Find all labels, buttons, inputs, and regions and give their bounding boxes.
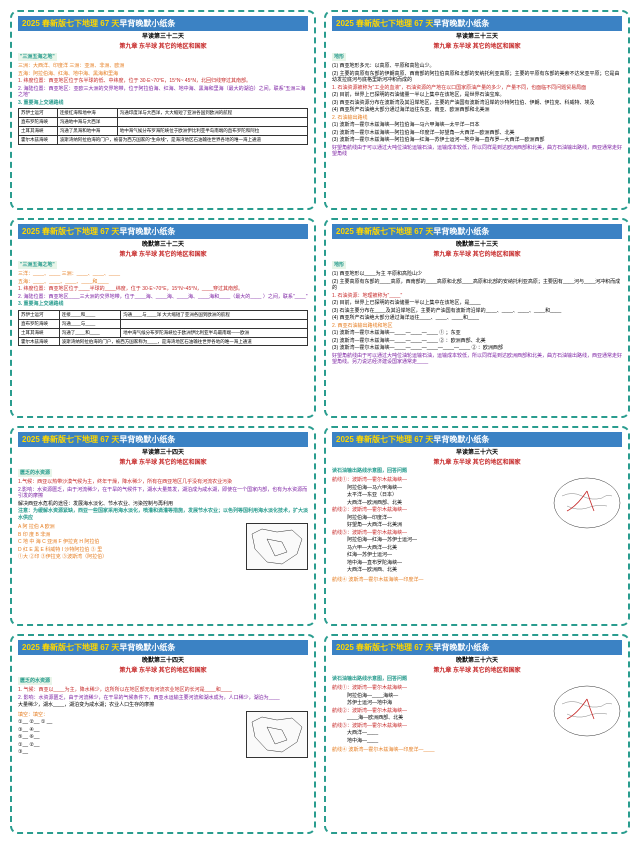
chapter-label: 第九章 东半球 其它的地区和国家 (18, 459, 308, 467)
card-title: 2025 春新版七下地理 67 天早背晚默小纸条 (18, 224, 308, 239)
card-title: 2025 春新版七下地理 67 天早背晚默小纸条 (18, 432, 308, 447)
card-day36-evening: 2025 春新版七下地理 67 天早背晚默小纸条 晚默第三十六天 第九章 东半球… (324, 634, 630, 834)
cards-grid: 2025 春新版七下地理 67 天早背晚默小纸条 早读第三十二天 第九章 东半球… (10, 10, 630, 834)
card-day34-evening: 2025 春新版七下地理 67 天早背晚默小纸条 晚默第三十四天 第九章 东半球… (10, 634, 316, 834)
card-body: "三洲五海之地" 三洋：____、____ 三洲：____、____、____ … (18, 260, 308, 346)
chapter-label: 第九章 东半球 其它的地区和国家 (332, 43, 622, 51)
card-body: 匮乏的水资源 1. 气候：西亚以____为主，降水稀少，这所所以在地区部无有河流… (18, 676, 308, 759)
chapter-label: 第九章 东半球 其它的地区和国家 (18, 251, 308, 259)
card-day34-morning: 2025 春新版七下地理 67 天早背晚默小纸条 早读第三十四天 第九章 东半球… (10, 426, 316, 626)
card-day33-morning: 2025 春新版七下地理 67 天早背晚默小纸条 早读第三十三天 第九章 东半球… (324, 10, 630, 210)
day-label: 早读第三十六天 (332, 449, 622, 457)
chapter-label: 第九章 东半球 其它的地区和国家 (18, 667, 308, 675)
card-title: 2025 春新版七下地理 67 天早背晚默小纸条 (332, 16, 622, 31)
card-day32-evening: 2025 春新版七下地理 67 天早背晚默小纸条 晚默第三十二天 第九章 东半球… (10, 218, 316, 418)
chapter-label: 第九章 东半球 其它的地区和国家 (332, 459, 622, 467)
card-day33-evening: 2025 春新版七下地理 67 天早背晚默小纸条 晚默第三十三天 第九章 东半球… (324, 218, 630, 418)
day-label: 早读第三十三天 (332, 33, 622, 41)
day-label: 晚默第三十四天 (18, 657, 308, 665)
chapter-label: 第九章 东半球 其它的地区和国家 (332, 251, 622, 259)
day-label: 晚默第三十三天 (332, 241, 622, 249)
card-body: 匮乏的水资源 1.气候：西亚以热带沙漠气候为主，终年干燥，降水稀少，所有在西亚地… (18, 468, 308, 572)
day-label: 早读第三十二天 (18, 33, 308, 41)
card-day32-morning: 2025 春新版七下地理 67 天早背晚默小纸条 早读第三十二天 第九章 东半球… (10, 10, 316, 210)
chapter-label: 第九章 东半球 其它的地区和国家 (332, 667, 622, 675)
card-body: 地形 (1) 西亚地形多元：以高原、平原和高险山少。 (2) 主要的高原有东部的… (332, 52, 622, 158)
straits-table-blank: 苏伊士运河连接____和____沟通____与____洋 大大缩短了亚洲各国到欧… (18, 310, 308, 346)
card-body: 读石油输出路线示意图，回答问题 航线①：波斯湾—霍尔木兹海峡— 阿拉伯海—___… (332, 676, 622, 754)
middle-east-map (246, 523, 308, 570)
day-label: 晚默第三十六天 (332, 657, 622, 665)
card-body: "三洲五海之地" 三洲：大西洋、印度洋 三洲：亚洲、非洲、欧洲 五海：阿拉伯海、… (18, 52, 308, 145)
card-body: 地形 (1) 西亚地形以____为主 平原和高险山少 (2) 主要高原有东部的_… (332, 260, 622, 366)
card-day36-morning: 2025 春新版七下地理 67 天早背晚默小纸条 早读第三十六天 第九章 东半球… (324, 426, 630, 626)
day-label: 早读第三十四天 (18, 449, 308, 457)
world-map-routes (552, 476, 622, 531)
day-label: 晚默第三十二天 (18, 241, 308, 249)
card-title: 2025 春新版七下地理 67 天早背晚默小纸条 (332, 640, 622, 655)
card-title: 2025 春新版七下地理 67 天早背晚默小纸条 (18, 640, 308, 655)
card-title: 2025 春新版七下地理 67 天早背晚默小纸条 (18, 16, 308, 31)
card-body: 读石油输出路线示意图，回答问题 航线①：波斯湾—霍尔木兹海峡— 阿拉伯海—马六甲… (332, 468, 622, 584)
world-map-routes-blank (552, 684, 622, 739)
card-title: 2025 春新版七下地理 67 天早背晚默小纸条 (332, 224, 622, 239)
middle-east-map-blank (246, 711, 308, 758)
card-title: 2025 春新版七下地理 67 天早背晚默小纸条 (332, 432, 622, 447)
straits-table: 苏伊士运河连接红海和地中海沟通印度洋与大西洋，大大缩短了亚洲各国到欧洲的航程 直… (18, 108, 308, 144)
chapter-label: 第九章 东半球 其它的地区和国家 (18, 43, 308, 51)
